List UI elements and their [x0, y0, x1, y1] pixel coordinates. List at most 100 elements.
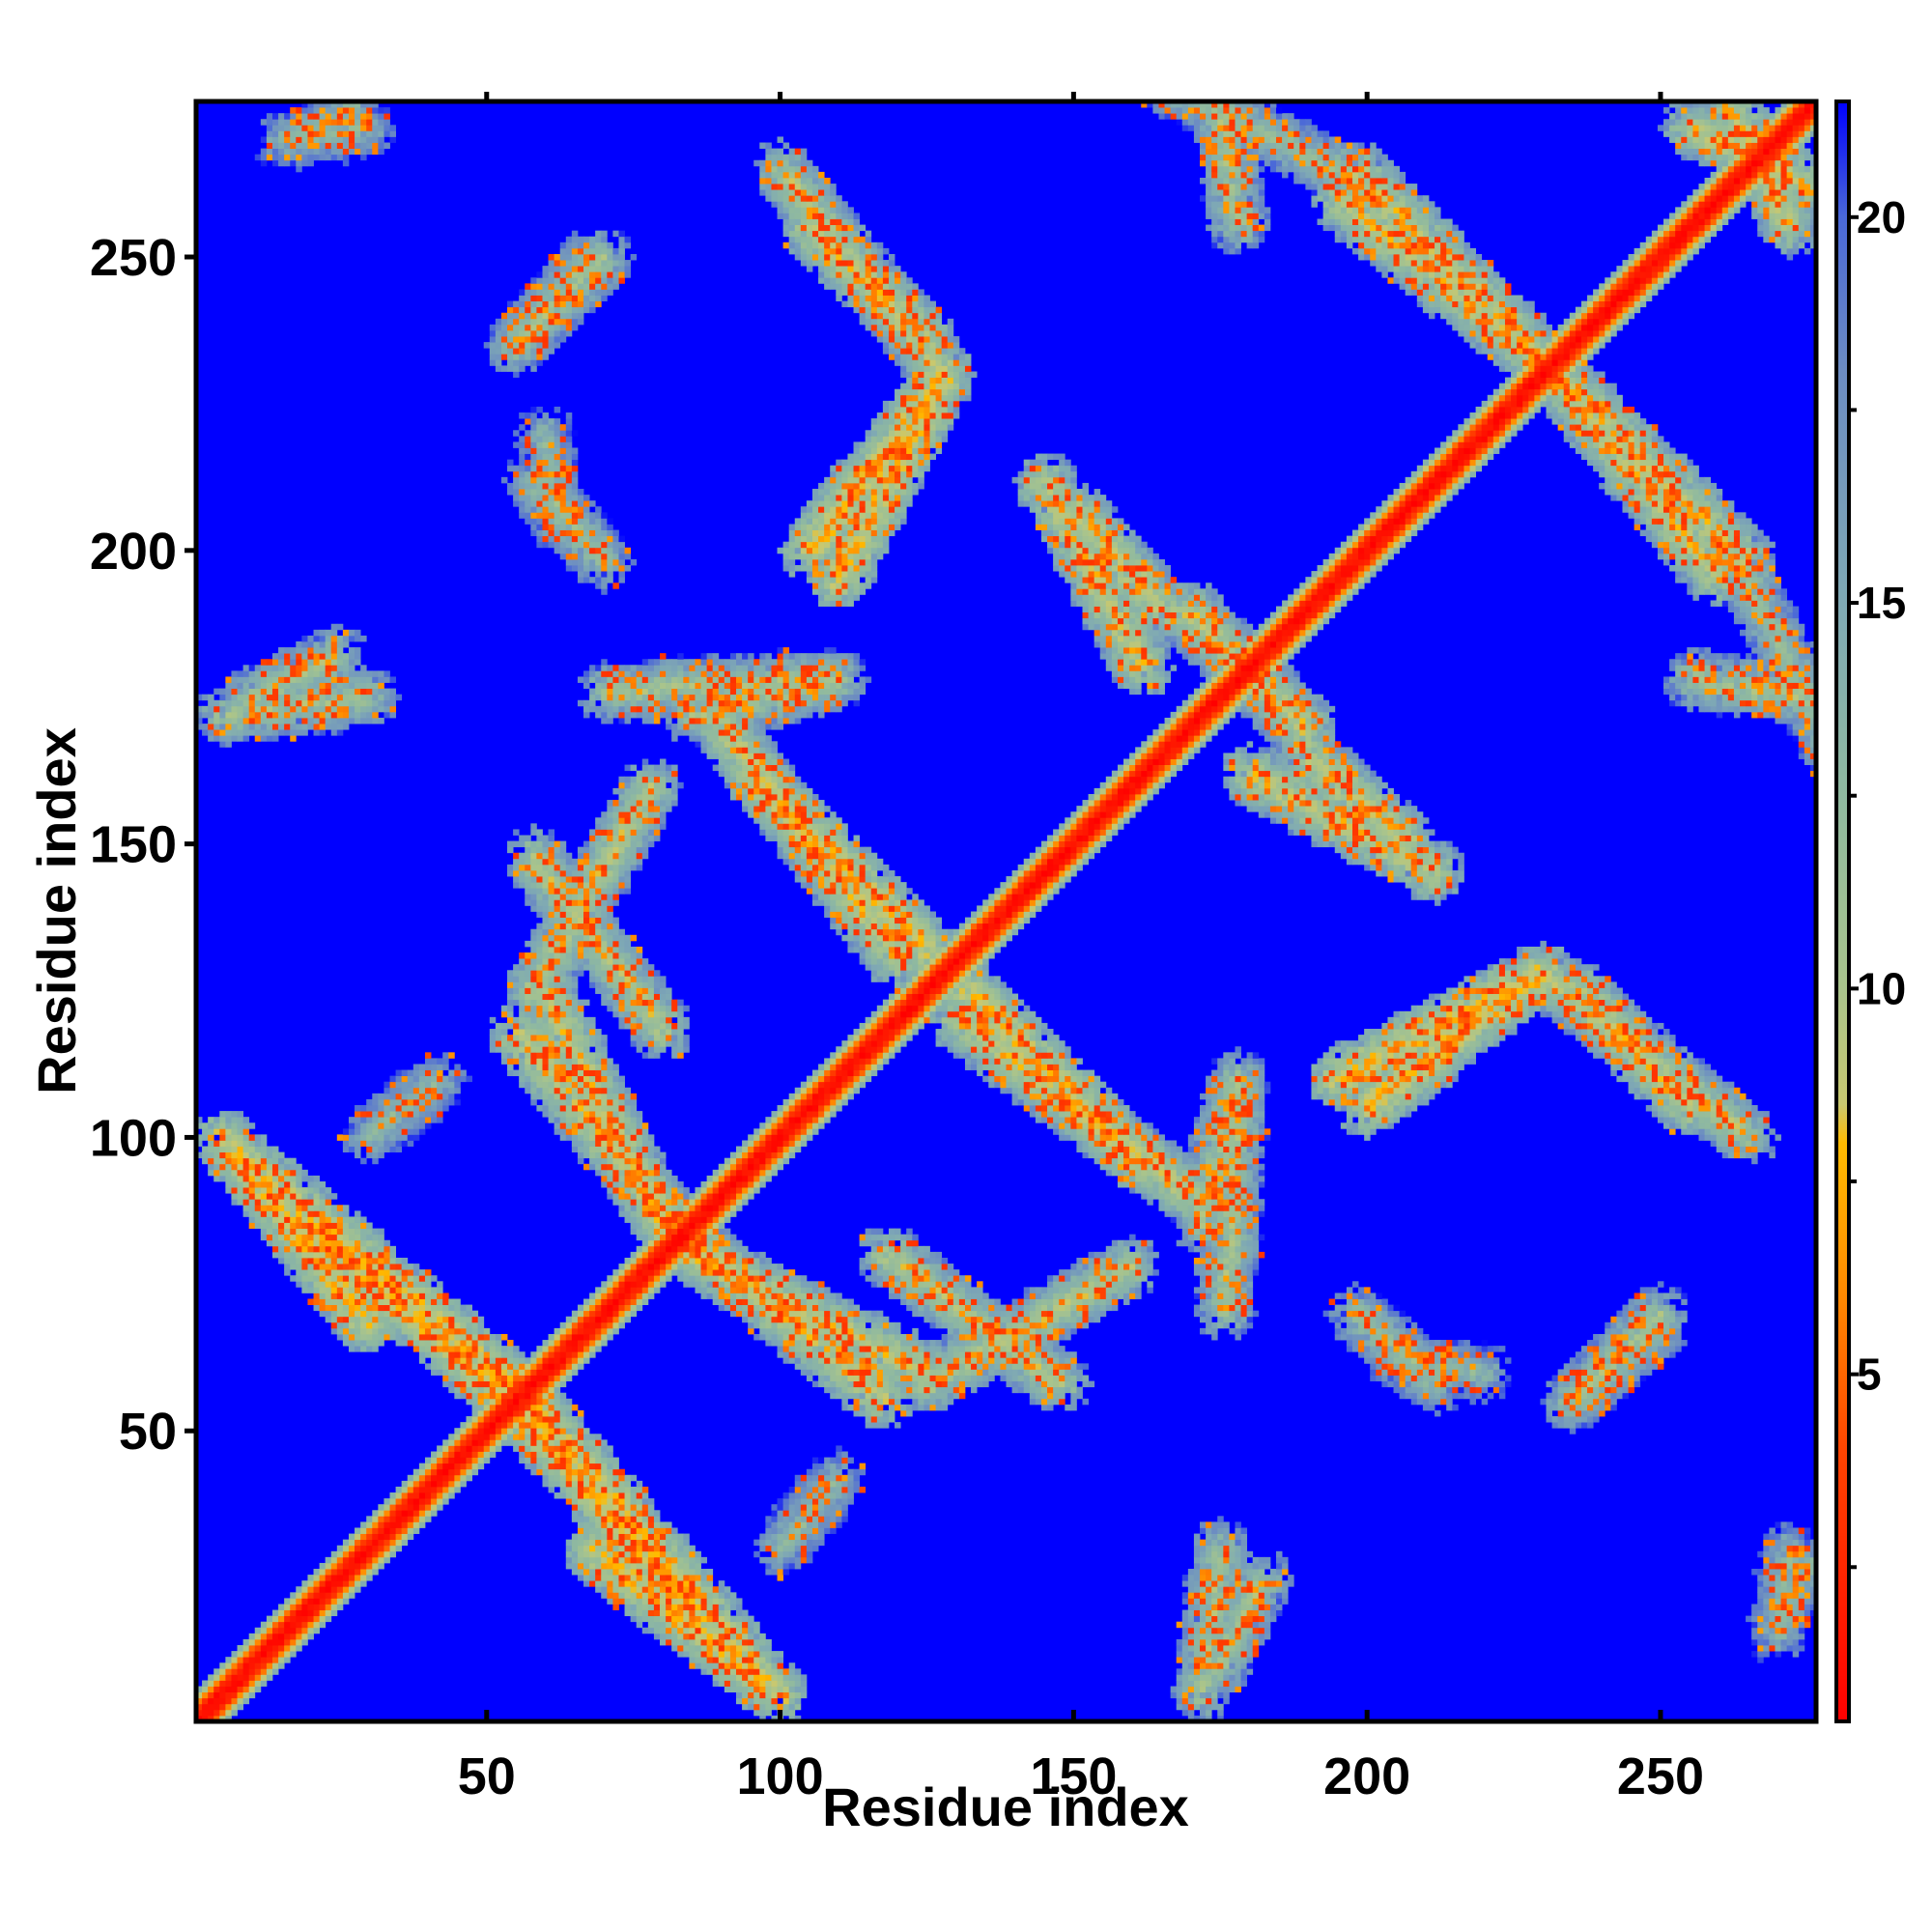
heatmap-cell	[859, 1316, 867, 1323]
heatmap-cell	[695, 1604, 701, 1610]
heatmap-cell	[712, 1264, 720, 1270]
heatmap-cell	[1657, 1316, 1664, 1323]
heatmap-cell	[266, 1633, 273, 1640]
heatmap-cell	[525, 1463, 531, 1470]
heatmap-cell	[424, 1275, 432, 1282]
heatmap-cell	[1639, 1346, 1647, 1352]
heatmap-cell	[1469, 1398, 1476, 1406]
heatmap-cell	[1269, 1609, 1277, 1617]
heatmap-cell	[689, 1550, 696, 1558]
heatmap-cell	[1200, 1287, 1207, 1293]
heatmap-cell	[977, 1351, 983, 1358]
heatmap-cell	[630, 1562, 638, 1570]
heatmap-cell	[824, 1298, 831, 1305]
heatmap-cell	[712, 1615, 720, 1623]
heatmap-cell	[818, 1486, 825, 1493]
heatmap-cell	[378, 1287, 384, 1293]
heatmap-cell	[1000, 1340, 1007, 1347]
heatmap-cell	[554, 1457, 561, 1464]
heatmap-cell	[641, 1609, 649, 1617]
heatmap-cell	[1229, 1575, 1236, 1581]
heatmap-cell	[1446, 1375, 1453, 1381]
heatmap-cell	[290, 1651, 297, 1658]
heatmap-cell	[1223, 1604, 1230, 1610]
heatmap-cell	[1029, 1375, 1037, 1381]
heatmap-cell	[1428, 1380, 1435, 1388]
heatmap-cell	[888, 1333, 895, 1341]
heatmap-cell	[1258, 1556, 1265, 1564]
heatmap-cell	[589, 1575, 596, 1581]
heatmap-cell	[260, 1651, 268, 1658]
heatmap-cell	[500, 1428, 508, 1435]
heatmap-cell	[1622, 1375, 1629, 1381]
heatmap-cell	[777, 1575, 784, 1581]
heatmap-cell	[589, 1539, 596, 1547]
heatmap-cell	[971, 1340, 978, 1347]
heatmap-cell	[1370, 1340, 1377, 1347]
heatmap-cell	[612, 1327, 619, 1335]
heatmap-cell	[729, 1598, 737, 1605]
heatmap-cell	[1575, 1375, 1582, 1381]
heatmap-cell	[929, 1392, 936, 1400]
heatmap-cell	[1610, 1369, 1617, 1376]
heatmap-cell	[196, 1686, 203, 1693]
heatmap-cell	[794, 1340, 802, 1347]
heatmap-cell	[507, 1340, 514, 1347]
heatmap-cell	[1634, 1375, 1641, 1381]
heatmap-cell	[384, 1293, 390, 1299]
heatmap-cell	[424, 1492, 432, 1499]
heatmap-cell	[348, 1293, 355, 1299]
heatmap-cell	[607, 1598, 613, 1605]
heatmap-cell	[653, 1633, 661, 1640]
heatmap-cell	[424, 1516, 432, 1522]
heatmap-cell	[466, 1451, 472, 1458]
heatmap-cell	[771, 1510, 778, 1517]
heatmap-cell	[1393, 1316, 1400, 1323]
heatmap-cell	[412, 1474, 420, 1482]
heatmap-cell	[1258, 1569, 1265, 1576]
heatmap-cell	[525, 1445, 531, 1452]
heatmap-cell	[1657, 1327, 1664, 1335]
heatmap-cell	[1381, 1310, 1388, 1318]
heatmap-cell	[782, 1498, 790, 1505]
heatmap-cell	[342, 1293, 350, 1299]
heatmap-cell	[355, 1533, 361, 1541]
heatmap-cell	[947, 1363, 954, 1370]
heatmap-cell	[442, 1451, 449, 1458]
heatmap-cell	[958, 1310, 966, 1318]
heatmap-cell	[618, 1580, 625, 1587]
heatmap-cell	[513, 1422, 520, 1429]
heatmap-cell	[841, 1369, 848, 1376]
heatmap-cell	[941, 1375, 949, 1381]
heatmap-cell	[683, 1651, 690, 1658]
heatmap-cell	[1481, 1386, 1489, 1394]
heatmap-cell	[666, 1569, 672, 1576]
heatmap-cell	[607, 1316, 613, 1323]
heatmap-cell	[1258, 1609, 1265, 1617]
heatmap-cell	[1763, 1586, 1770, 1593]
heatmap-cell	[724, 1598, 731, 1605]
heatmap-cell	[1458, 1369, 1464, 1376]
heatmap-cell	[1628, 1298, 1635, 1305]
heatmap-cell	[1187, 1697, 1195, 1705]
heatmap-cell	[1775, 1633, 1781, 1640]
heatmap-cell	[1200, 1657, 1207, 1663]
heatmap-cell	[607, 1327, 613, 1335]
heatmap-cell	[1059, 1327, 1065, 1335]
heatmap-cell	[806, 1550, 813, 1558]
heatmap-cell	[794, 1680, 802, 1687]
heatmap-cell	[653, 1569, 661, 1576]
heatmap-cell	[612, 1463, 619, 1470]
heatmap-cell	[918, 1357, 924, 1364]
heatmap-cell	[671, 1627, 678, 1634]
heatmap-cell	[1053, 1386, 1060, 1394]
heatmap-cell	[612, 1468, 625, 1476]
heatmap-cell	[830, 1392, 837, 1400]
heatmap-cell	[1053, 1333, 1060, 1341]
heatmap-cell	[231, 1662, 238, 1669]
heatmap-cell	[859, 1398, 867, 1406]
heatmap-cell	[941, 1351, 949, 1358]
heatmap-cell	[1200, 1621, 1207, 1629]
heatmap-cell	[689, 1569, 696, 1576]
heatmap-cell	[1498, 1386, 1506, 1394]
